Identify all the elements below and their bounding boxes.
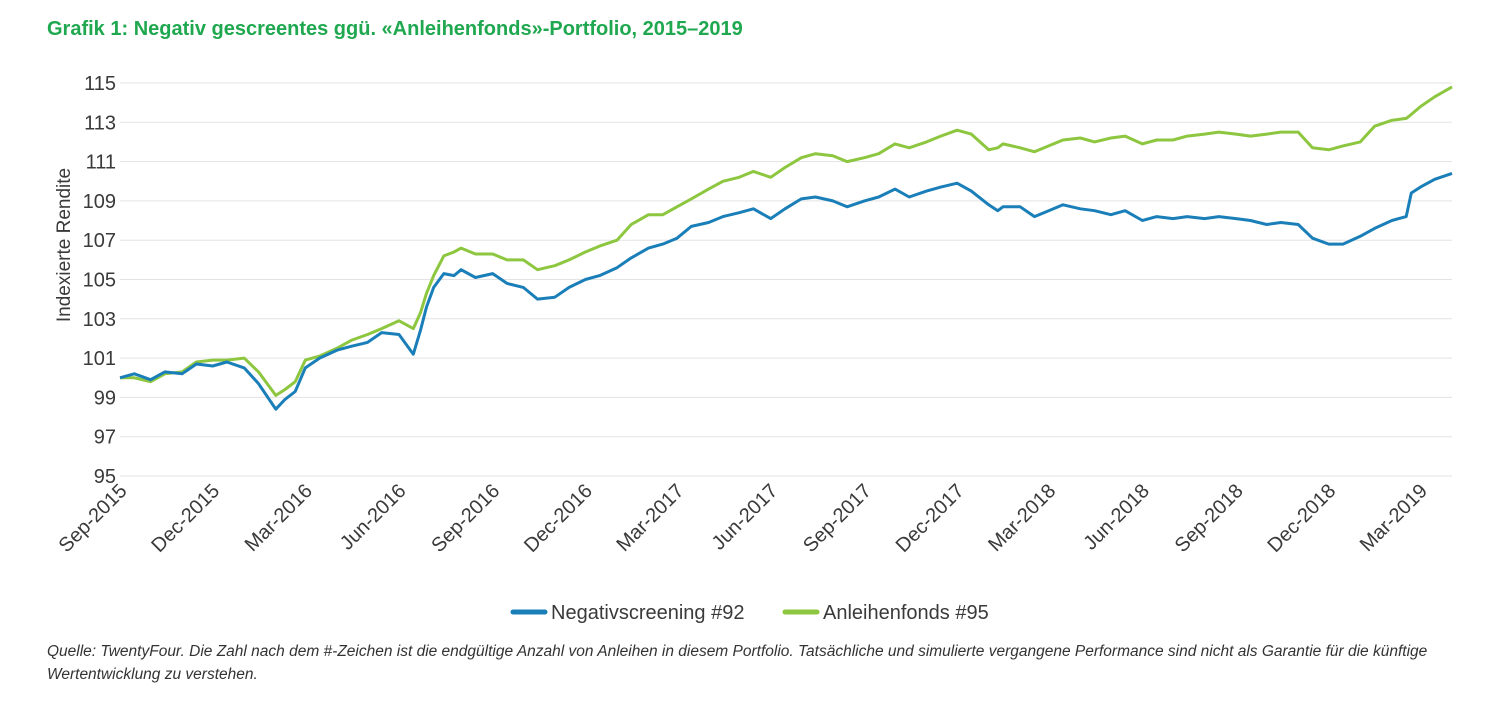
- x-tick-label: Dec-2017: [892, 480, 969, 557]
- x-tick-label: Mar-2017: [612, 480, 688, 556]
- y-tick-label: 113: [84, 112, 116, 134]
- x-tick-label: Sep-2018: [1171, 480, 1248, 557]
- chart-title: Grafik 1: Negativ gescreentes ggü. «Anle…: [47, 18, 743, 40]
- x-tick-label: Sep-2017: [799, 480, 876, 557]
- grid-lines: [120, 82, 1452, 477]
- x-tick-label: Sep-2015: [55, 480, 132, 557]
- y-tick-label: 95: [94, 466, 116, 488]
- x-tick-label: Jun-2017: [708, 480, 783, 555]
- x-axis-ticks: Sep-2015 Dec-2015 Mar-2016 Jun-2016 Sep-2016…: [55, 480, 1432, 557]
- series-lines: [119, 85, 1453, 411]
- legend-label: Anleihenfonds #95: [823, 602, 989, 624]
- y-tick-label: 105: [83, 270, 116, 292]
- x-tick-label: Mar-2016: [241, 480, 317, 556]
- legend: Negativscreening #92 Anleihenfonds #95: [510, 602, 989, 624]
- y-tick-label: 103: [83, 309, 116, 331]
- x-tick-label: Dec-2016: [520, 480, 597, 557]
- y-tick-label: 101: [83, 348, 116, 370]
- source-note: Quelle: TwentyFour. Die Zahl nach dem #-…: [47, 643, 1428, 683]
- y-tick-label: 107: [83, 230, 116, 252]
- x-tick-label: Mar-2018: [984, 480, 1060, 556]
- x-tick-label: Jun-2018: [1079, 480, 1154, 555]
- x-tick-label: Dec-2018: [1263, 480, 1340, 557]
- x-tick-label: Sep-2016: [427, 480, 504, 557]
- y-axis-label: Indexierte Rendite: [54, 168, 75, 322]
- x-tick-label: Dec-2015: [147, 480, 224, 557]
- y-tick-label: 115: [84, 73, 116, 95]
- y-tick-label: 97: [94, 427, 116, 449]
- y-tick-label: 109: [83, 191, 116, 213]
- y-tick-label: 111: [86, 152, 116, 174]
- legend-label: Negativscreening #92: [551, 602, 744, 624]
- x-tick-label: Jun-2016: [336, 480, 411, 555]
- series-line: [119, 171, 1453, 411]
- y-tick-label: 99: [94, 387, 116, 409]
- y-axis-ticks: 95 97 99 101 103 105 107 109 111 113 115: [83, 73, 116, 488]
- series-line: [120, 85, 1453, 397]
- x-tick-label: Mar-2019: [1356, 480, 1432, 556]
